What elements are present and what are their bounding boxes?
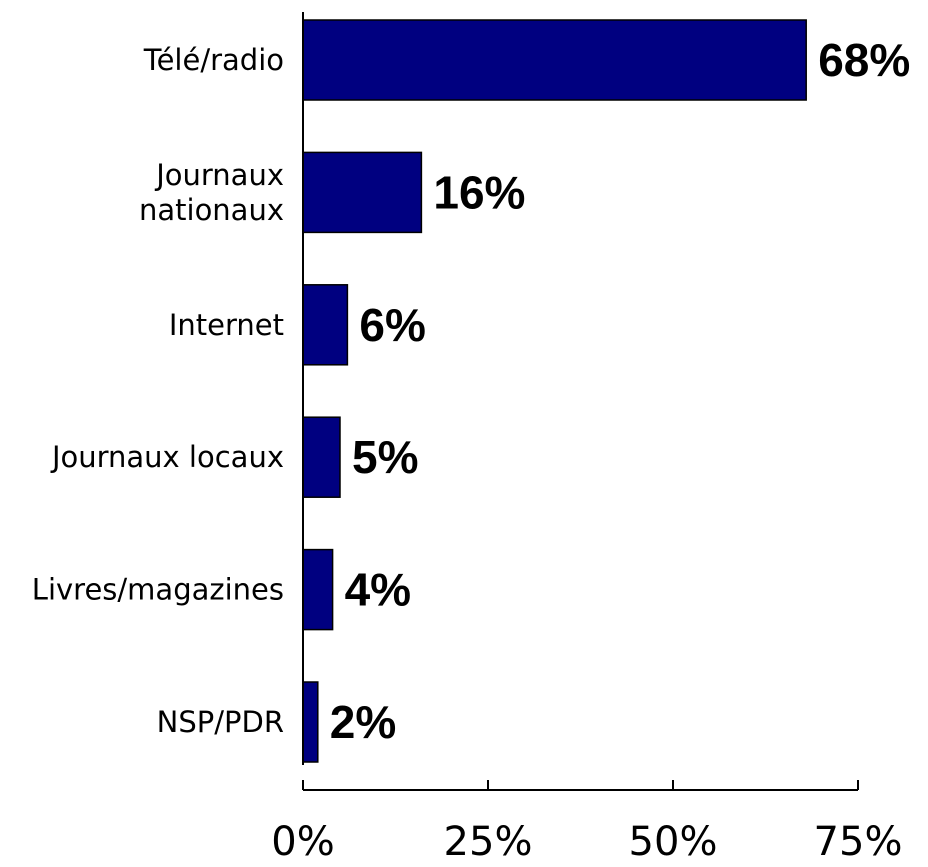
data-label-1: 16% — [433, 166, 525, 218]
x-axis-group: 0% 25% 50% 75% — [271, 780, 902, 865]
data-label-4: 4% — [345, 564, 411, 616]
bar-5 — [302, 681, 319, 763]
data-label-2: 6% — [359, 299, 425, 351]
data-label-0: 68% — [818, 34, 910, 86]
data-label-5: 2% — [330, 696, 396, 748]
category-label-4: Livres/magazines — [32, 573, 284, 607]
category-label-3: Journaux locaux — [50, 440, 284, 474]
category-label-5: NSP/PDR — [157, 705, 284, 739]
bar-1 — [302, 151, 423, 234]
x-tick-label-0: 0% — [271, 819, 334, 865]
data-label-3: 5% — [352, 431, 418, 483]
data-labels-group: 68% 16% 6% 5% 4% 2% — [330, 34, 910, 748]
category-label-0: Télé/radio — [143, 43, 284, 77]
bars-group — [302, 19, 807, 763]
category-labels-group: Télé/radio Journaux nationaux Internet Journ… — [32, 43, 284, 739]
bar-4 — [302, 548, 334, 631]
bar-2 — [302, 284, 349, 366]
bar-3 — [302, 416, 341, 498]
x-tick-label-1: 25% — [444, 819, 533, 865]
category-label-2: Internet — [169, 308, 284, 342]
x-tick-label-2: 50% — [629, 819, 718, 865]
bar-0 — [302, 19, 807, 101]
x-tick-label-3: 75% — [814, 819, 903, 865]
category-label-1: Journaux nationaux — [139, 158, 284, 227]
